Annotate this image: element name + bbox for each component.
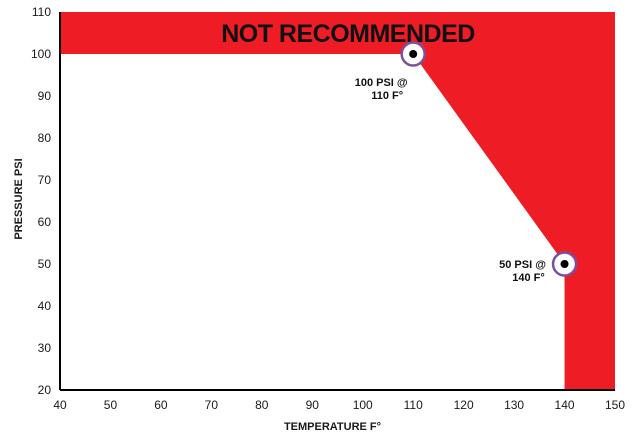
x-tick-label: 60 bbox=[154, 398, 168, 412]
x-tick-label: 150 bbox=[605, 398, 625, 412]
boundary-marker: 50 PSI @140 F° bbox=[499, 251, 578, 284]
x-tick-label: 80 bbox=[255, 398, 269, 412]
y-tick-label: 110 bbox=[32, 5, 51, 19]
y-tick-label: 30 bbox=[38, 341, 52, 355]
y-tick-label: 80 bbox=[38, 131, 52, 145]
x-tick-label: 100 bbox=[353, 398, 373, 412]
x-tick-label: 90 bbox=[306, 398, 320, 412]
y-tick-label: 50 bbox=[38, 257, 52, 271]
marker-dot bbox=[409, 50, 418, 58]
marker-label-line1: 50 PSI @ bbox=[499, 259, 546, 271]
marker-label-line1: 100 PSI @ bbox=[355, 77, 408, 89]
zone-label: NOT RECOMMENDED bbox=[221, 20, 475, 48]
y-axis-title: PRESSURE PSI bbox=[13, 158, 25, 239]
x-tick-label: 50 bbox=[104, 398, 118, 412]
marker-dot bbox=[560, 260, 569, 268]
not-recommended-zone bbox=[60, 12, 615, 390]
y-axis-ticks: 20 30 40 50 60 70 80 90 100 110 bbox=[31, 5, 51, 397]
x-tick-label: 110 bbox=[404, 398, 423, 412]
boundary-marker: 100 PSI @110 F° bbox=[355, 41, 426, 102]
x-axis-ticks: 40 50 60 70 80 90 100 110 120 130 140 150 bbox=[53, 398, 625, 412]
x-axis-title: TEMPERATURE F° bbox=[284, 421, 381, 433]
marker-label-line2: 140 F° bbox=[512, 272, 545, 284]
y-tick-label: 90 bbox=[38, 89, 52, 103]
x-tick-label: 120 bbox=[454, 398, 474, 412]
x-tick-label: 140 bbox=[555, 398, 575, 412]
x-tick-label: 130 bbox=[504, 398, 524, 412]
y-tick-label: 100 bbox=[31, 47, 51, 61]
y-tick-label: 60 bbox=[38, 215, 52, 229]
y-tick-label: 70 bbox=[38, 173, 52, 187]
y-tick-label: 20 bbox=[38, 383, 52, 397]
x-tick-label: 70 bbox=[205, 398, 219, 412]
y-tick-label: 40 bbox=[38, 299, 52, 313]
marker-label-line2: 110 F° bbox=[371, 90, 403, 102]
x-tick-label: 40 bbox=[53, 398, 67, 412]
